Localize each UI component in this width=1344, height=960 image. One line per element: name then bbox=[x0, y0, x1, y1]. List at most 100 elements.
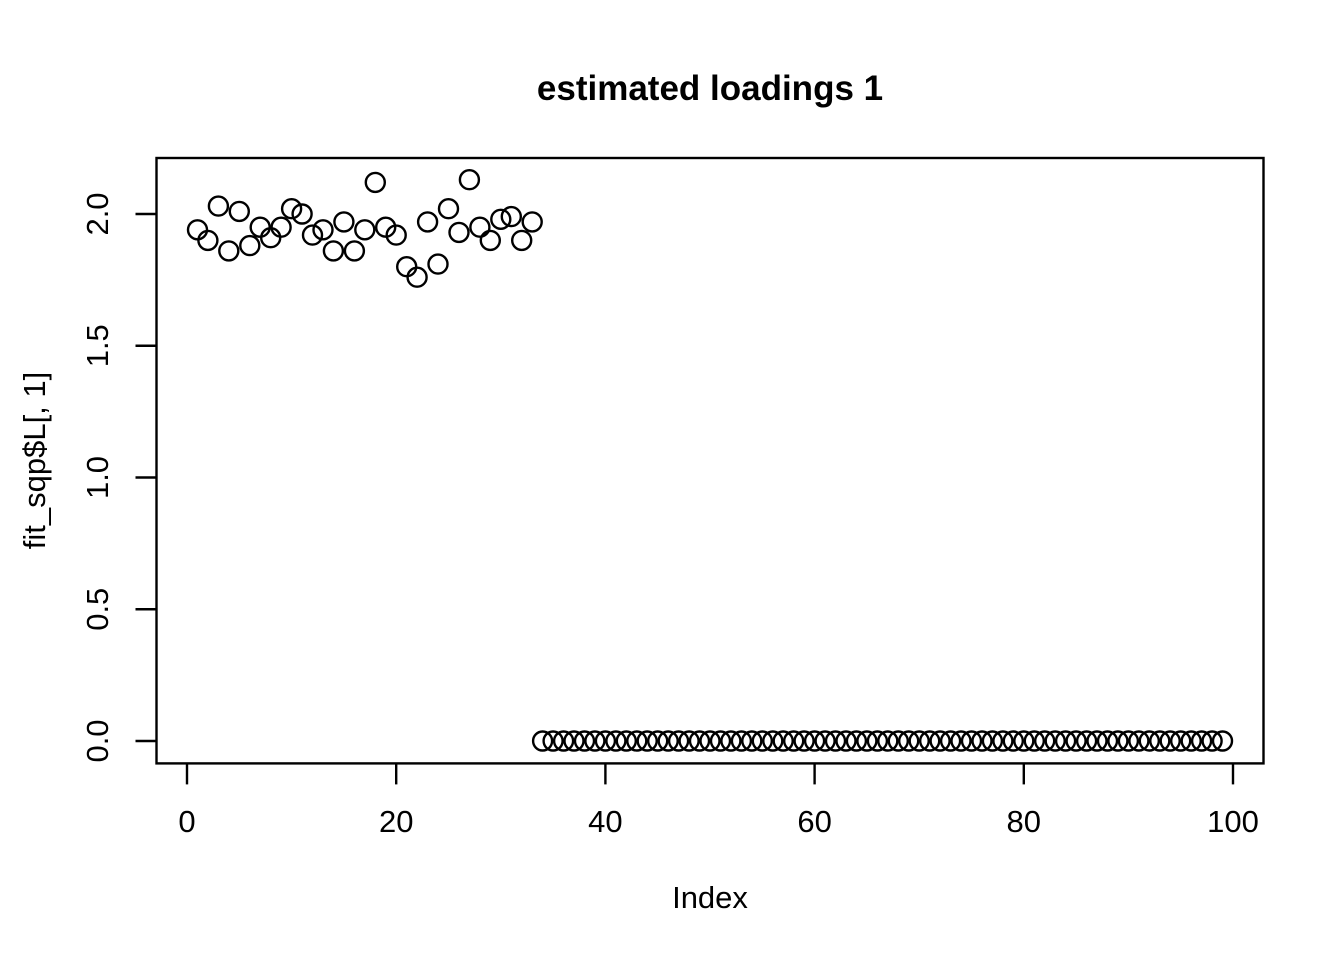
data-point bbox=[260, 226, 282, 249]
data-point bbox=[563, 730, 585, 752]
data-point bbox=[835, 730, 857, 752]
x-tick-label: 20 bbox=[379, 804, 413, 839]
data-point bbox=[333, 211, 355, 233]
x-axis: 0 20 40 60 80 100 bbox=[178, 763, 1259, 839]
data-point bbox=[552, 730, 575, 752]
data-point bbox=[343, 240, 366, 262]
y-tick-label: 2.0 bbox=[80, 192, 115, 235]
x-tick-label: 60 bbox=[797, 804, 831, 839]
data-point bbox=[960, 730, 983, 752]
data-point bbox=[406, 266, 428, 288]
data-point bbox=[981, 730, 1004, 752]
data-point bbox=[1138, 730, 1161, 752]
data-point bbox=[1054, 730, 1077, 752]
data-point bbox=[877, 730, 899, 752]
data-point bbox=[939, 730, 962, 752]
data-point bbox=[1128, 730, 1150, 752]
data-point bbox=[992, 730, 1014, 752]
y-tick-label: 1.5 bbox=[80, 324, 115, 367]
data-point bbox=[824, 730, 847, 752]
data-point bbox=[218, 240, 240, 262]
data-point bbox=[908, 730, 930, 752]
data-point bbox=[887, 730, 909, 752]
data-point bbox=[615, 730, 637, 752]
data-point bbox=[678, 730, 700, 752]
y-tick-label: 0.5 bbox=[80, 588, 115, 631]
data-point bbox=[186, 219, 209, 241]
data-point bbox=[1023, 730, 1046, 752]
data-point bbox=[197, 229, 219, 252]
data-point bbox=[657, 730, 679, 752]
data-point bbox=[772, 730, 794, 752]
data-point bbox=[636, 730, 658, 752]
data-point bbox=[1149, 730, 1171, 752]
data-point bbox=[239, 234, 261, 257]
y-axis: 0.0 0.5 1.0 1.5 2.0 bbox=[80, 192, 157, 763]
x-tick-label: 80 bbox=[1007, 804, 1041, 839]
data-point bbox=[291, 203, 313, 225]
data-point bbox=[751, 730, 773, 752]
data-point bbox=[647, 730, 669, 752]
data-point bbox=[1190, 730, 1213, 752]
data-point bbox=[500, 205, 522, 228]
data-point bbox=[814, 730, 836, 752]
data-point bbox=[667, 730, 690, 752]
data-point bbox=[594, 730, 617, 752]
data-point bbox=[1201, 730, 1223, 752]
data-point bbox=[699, 730, 721, 752]
data-point bbox=[584, 730, 606, 752]
data-point bbox=[270, 216, 292, 238]
data-point bbox=[396, 256, 418, 278]
data-point bbox=[322, 240, 345, 262]
data-point bbox=[249, 216, 271, 238]
data-point bbox=[1065, 730, 1087, 752]
data-point bbox=[207, 195, 230, 217]
data-point bbox=[312, 219, 334, 241]
data-point bbox=[1013, 730, 1035, 752]
data-point bbox=[971, 730, 993, 752]
data-point bbox=[1169, 730, 1192, 752]
data-point bbox=[469, 216, 491, 238]
data-point bbox=[730, 730, 753, 752]
data-point bbox=[793, 730, 815, 752]
data-point bbox=[228, 200, 251, 223]
data-point bbox=[479, 229, 501, 252]
chart-title: estimated loadings 1 bbox=[537, 69, 883, 108]
data-point bbox=[866, 730, 889, 752]
data-point bbox=[416, 211, 439, 233]
data-point bbox=[490, 208, 512, 231]
data-point bbox=[919, 730, 941, 752]
data-point bbox=[573, 730, 596, 752]
data-point bbox=[542, 730, 564, 752]
data-point bbox=[354, 219, 376, 241]
plot-border bbox=[155, 156, 1265, 765]
y-tick-label: 1.0 bbox=[80, 456, 115, 499]
data-point bbox=[929, 730, 951, 752]
data-point bbox=[531, 730, 554, 752]
data-point bbox=[1107, 730, 1129, 752]
data-point bbox=[385, 224, 407, 246]
x-tick-label: 100 bbox=[1207, 804, 1259, 839]
y-axis-label: fit_sqp$L[, 1] bbox=[17, 372, 52, 550]
data-point bbox=[605, 730, 627, 752]
x-axis-label: Index bbox=[672, 880, 748, 915]
data-point bbox=[856, 730, 878, 752]
data-point bbox=[458, 168, 481, 191]
data-point bbox=[437, 197, 460, 220]
data-point bbox=[364, 171, 386, 194]
data-point bbox=[280, 197, 303, 220]
data-point bbox=[1002, 730, 1024, 752]
data-point bbox=[762, 730, 784, 752]
data-point bbox=[720, 730, 742, 752]
data-point bbox=[511, 229, 533, 252]
data-point bbox=[521, 211, 543, 233]
data-point bbox=[709, 730, 732, 752]
x-tick-label: 40 bbox=[588, 804, 622, 839]
data-point bbox=[1159, 730, 1181, 752]
data-point bbox=[688, 730, 711, 752]
data-point bbox=[448, 221, 470, 244]
data-point bbox=[845, 730, 868, 752]
data-points bbox=[186, 168, 1234, 752]
